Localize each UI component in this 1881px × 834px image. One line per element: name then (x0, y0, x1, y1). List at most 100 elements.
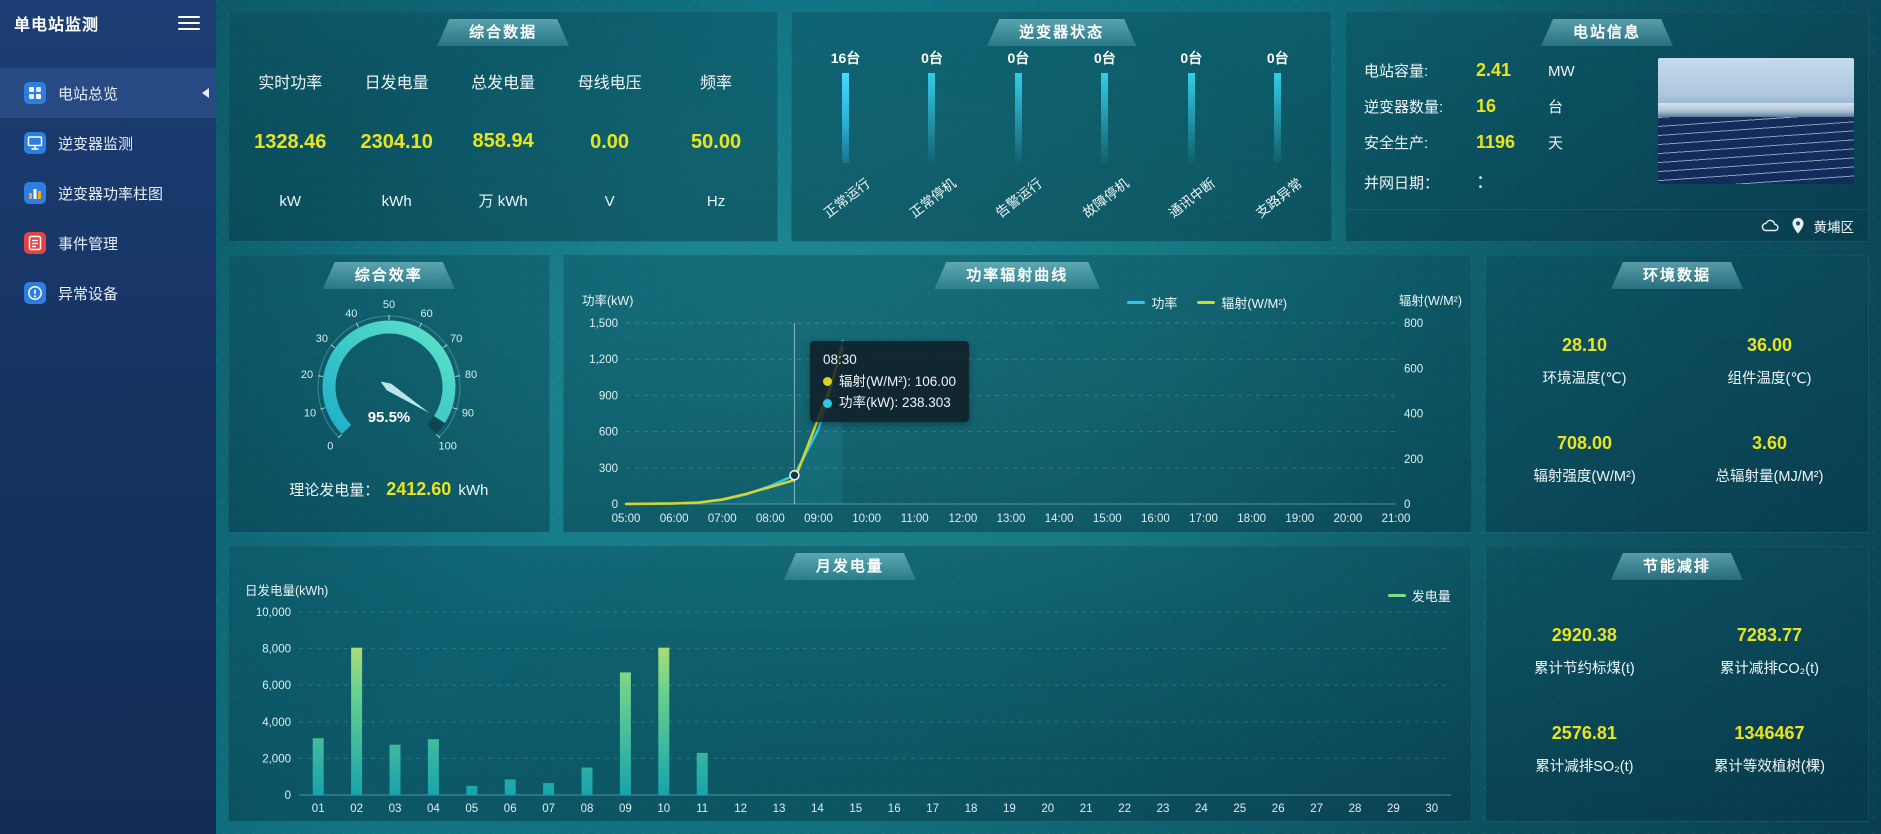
metric-label: 累计等效植树(棵) (1713, 759, 1826, 775)
svg-text:02: 02 (350, 803, 363, 815)
station-info-rows: 电站容量: 2.41 MW 逆变器数量: 16 台 安全生产: 1196 (1364, 58, 1644, 209)
power-bar-chart-icon (24, 182, 46, 204)
panel-title-savings: 节能减排 (1611, 553, 1743, 580)
svg-text:80: 80 (465, 369, 477, 381)
sidebar-item-label: 电站总览 (58, 85, 119, 103)
info-unit: MW (1548, 63, 1575, 80)
svg-text:600: 600 (598, 427, 617, 439)
status-bar (1014, 73, 1022, 163)
power-curve-body: 功率 辐射(W/M²) 0 300 600 900 1,200 1,500 0 200 400 6… (570, 291, 1466, 530)
metric-value: 2920.38 (1551, 625, 1617, 645)
svg-text:08:00: 08:00 (756, 513, 785, 525)
metric-label: 累计节约标煤(t) (1534, 661, 1635, 677)
monthly-legend[interactable]: 发电量 (1387, 586, 1451, 605)
svg-text:04: 04 (427, 803, 440, 815)
svg-text:8,000: 8,000 (262, 644, 291, 656)
svg-text:20:00: 20:00 (1333, 513, 1362, 525)
svg-text:30: 30 (315, 333, 327, 345)
svg-text:0: 0 (285, 790, 291, 802)
panel-power-curve: 功率辐射曲线 功率 辐射(W/M²) 0 300 600 900 1,200 1,500 0… (562, 255, 1473, 533)
svg-text:20: 20 (1041, 803, 1054, 815)
svg-text:23: 23 (1157, 803, 1170, 815)
metric-value: 708.00 (1557, 433, 1613, 454)
summary-metric: 日发电量 2304.10 kWh (343, 50, 449, 229)
station-location: 黄埔区 (1813, 219, 1855, 235)
inverter-monitor-icon (24, 132, 46, 154)
panel-title-inverter-status: 逆变器状态 (987, 19, 1136, 46)
svg-text:05: 05 (465, 803, 478, 815)
panel-environment: 环境数据 28.10 环境温度(℃) 36.00 组件温度(℃) 708.00 … (1485, 255, 1869, 533)
panel-station-info: 电站信息 电站容量: 2.41 MW 逆变器数量: 16 台 (1345, 12, 1869, 242)
status-bar (1187, 73, 1195, 163)
svg-text:13:00: 13:00 (996, 513, 1025, 525)
savings-metric: 7283.77 累计减排CO₂(t) (1677, 625, 1862, 678)
monthly-chart[interactable]: 0 2,000 4,000 6,000 8,000 10,000 日发电量(kWh) 01 02… (235, 582, 1465, 819)
inverter-status-item: 0台 故障停机 (1062, 48, 1148, 241)
svg-text:16: 16 (888, 803, 901, 815)
svg-text:09: 09 (619, 803, 632, 815)
sidebar-nav: 电站总览 逆变器监测 逆变器功率柱图 事件管理 异常设备 (0, 68, 216, 318)
sidebar-item-label: 事件管理 (58, 235, 119, 253)
info-value: 1196 (1476, 132, 1516, 152)
metric-label: 日发电量 (364, 75, 429, 93)
svg-text:60: 60 (420, 308, 432, 320)
svg-text:20: 20 (301, 369, 313, 381)
sidebar-item-label: 逆变器监测 (58, 135, 134, 153)
savings-metric: 1346467 累计等效植树(棵) (1677, 723, 1862, 776)
inverter-status-item: 16台 正常运行 (802, 48, 888, 241)
svg-text:600: 600 (1404, 363, 1423, 375)
savings-metric: 2920.38 累计节约标煤(t) (1492, 625, 1677, 678)
legend-item-radiation[interactable]: 辐射(W/M²) (1197, 293, 1287, 312)
svg-text:11: 11 (696, 803, 708, 815)
sidebar-item-inverter-power-bars[interactable]: 逆变器功率柱图 (0, 168, 216, 218)
weather-cloud-icon (1761, 219, 1779, 231)
legend-swatch (1197, 301, 1216, 304)
panel-monthly-energy: 月发电量 发电量 0 2,000 4,000 6,000 8,000 10,000 日发电量… (228, 546, 1472, 822)
sidebar-item-inverter-monitor[interactable]: 逆变器监测 (0, 118, 216, 168)
sidebar-item-abnormal-devices[interactable]: 异常设备 (0, 268, 216, 318)
sidebar-item-station-overview[interactable]: 电站总览 (0, 68, 216, 118)
svg-text:800: 800 (1404, 318, 1423, 330)
sidebar-item-event-management[interactable]: 事件管理 (0, 218, 216, 268)
svg-text:29: 29 (1387, 803, 1400, 815)
panel-inverter-status: 逆变器状态 16台 正常运行 0台 正常停机 0台 (791, 12, 1333, 242)
svg-text:功率(kW): 功率(kW) (582, 293, 633, 308)
legend-swatch (1387, 594, 1406, 597)
station-footer: 黄埔区 (1346, 209, 1868, 241)
svg-text:12:00: 12:00 (948, 513, 977, 525)
svg-text:30: 30 (1425, 803, 1438, 815)
status-bar (842, 73, 849, 163)
info-label: 并网日期： (1364, 175, 1440, 192)
panel-title-station-info: 电站信息 (1541, 19, 1673, 46)
panel-title-efficiency: 综合效率 (323, 262, 455, 289)
svg-text:70: 70 (450, 333, 462, 345)
panel-title-summary: 综合数据 (437, 19, 569, 46)
panel-efficiency: 综合效率 0 10 20 30 40 50 60 70 80 90 100 95.5% 理论发电量： … (228, 255, 550, 533)
svg-text:0: 0 (327, 441, 333, 453)
svg-text:1,500: 1,500 (589, 318, 618, 330)
power-curve-legend[interactable]: 功率 辐射(W/M²) (1127, 293, 1287, 312)
svg-text:50: 50 (383, 299, 395, 311)
inverter-status-item: 0台 正常停机 (889, 48, 975, 241)
station-info-row: 并网日期： ： (1364, 168, 1644, 194)
monthly-body: 发电量 0 2,000 4,000 6,000 8,000 10,000 日发电量(kWh)… (235, 582, 1465, 819)
metric-value: 2576.81 (1551, 723, 1617, 743)
metric-value: 0.00 (590, 131, 630, 154)
svg-text:28: 28 (1349, 803, 1362, 815)
theory-energy: 理论发电量： 2412.60 kWh (289, 479, 488, 500)
svg-text:16:00: 16:00 (1141, 513, 1170, 525)
svg-text:21: 21 (1080, 803, 1093, 815)
svg-text:03: 03 (389, 803, 402, 815)
efficiency-body: 0 10 20 30 40 50 60 70 80 90 100 95.5% 理论发电量： 2412.… (229, 289, 549, 532)
svg-text:400: 400 (1404, 409, 1423, 421)
sidebar-item-label: 逆变器功率柱图 (58, 185, 164, 203)
svg-text:300: 300 (598, 463, 617, 475)
svg-text:100: 100 (438, 441, 456, 453)
status-count: 0台 (1007, 50, 1030, 66)
legend-item-power[interactable]: 功率 (1127, 293, 1177, 312)
app-title: 单电站监测 (14, 17, 100, 34)
power-curve-chart[interactable]: 0 300 600 900 1,200 1,500 0 200 400 600 800 功率(kW) 辐… (570, 291, 1466, 530)
menu-toggle-icon[interactable] (178, 10, 200, 36)
svg-text:06:00: 06:00 (659, 513, 688, 525)
main-content: 综合数据 实时功率 1328.46 kW 日发电量 2304.10 kWh 总发… (216, 0, 1881, 834)
